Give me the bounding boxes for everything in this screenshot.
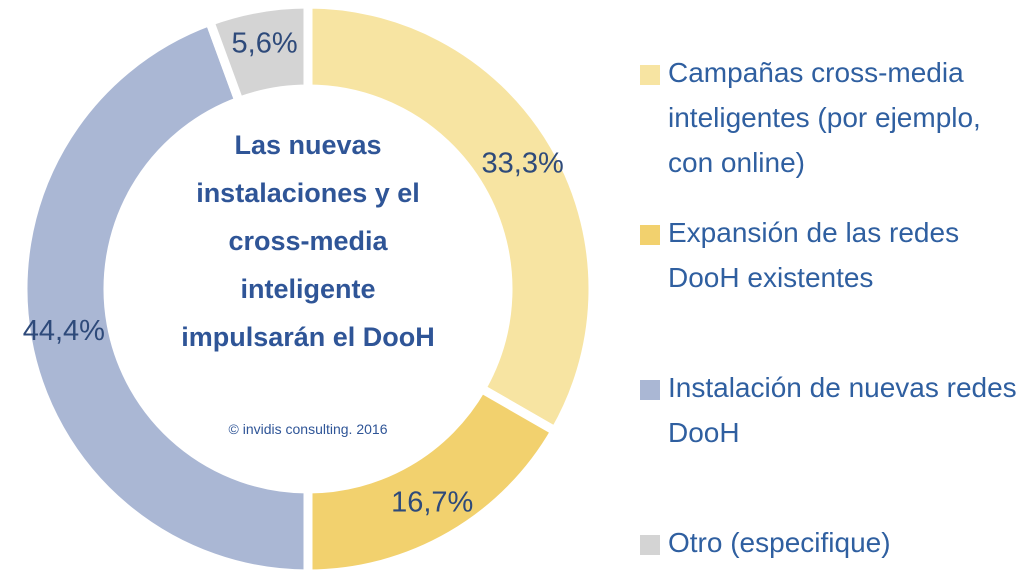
slice: [18, 15, 313, 573]
legend-swatch: [640, 65, 660, 85]
value-label: 5,6%: [232, 27, 298, 59]
value-label: 33,3%: [482, 147, 564, 179]
legend-swatch: [640, 380, 660, 400]
slice: [204, 0, 313, 108]
chart-subtitle: © invidis consulting. 2016: [228, 421, 388, 437]
slice: [303, 382, 562, 573]
legend-swatch: [640, 535, 660, 555]
legend-swatch: [640, 225, 660, 245]
legend-label: Expansión de las redes DooH existentes: [668, 217, 960, 293]
chart-title: Las nuevas instalaciones y el cross-medi…: [181, 130, 435, 352]
value-label: 44,4%: [23, 315, 105, 347]
legend-label: Otro (especifique): [668, 527, 891, 558]
legend-label: Campañas cross-media inteligentes (por e…: [668, 57, 981, 178]
slice: [303, 0, 598, 438]
value-label: 16,7%: [391, 486, 473, 518]
legend-label: Instalación de nuevas redes DooH: [668, 372, 1017, 448]
